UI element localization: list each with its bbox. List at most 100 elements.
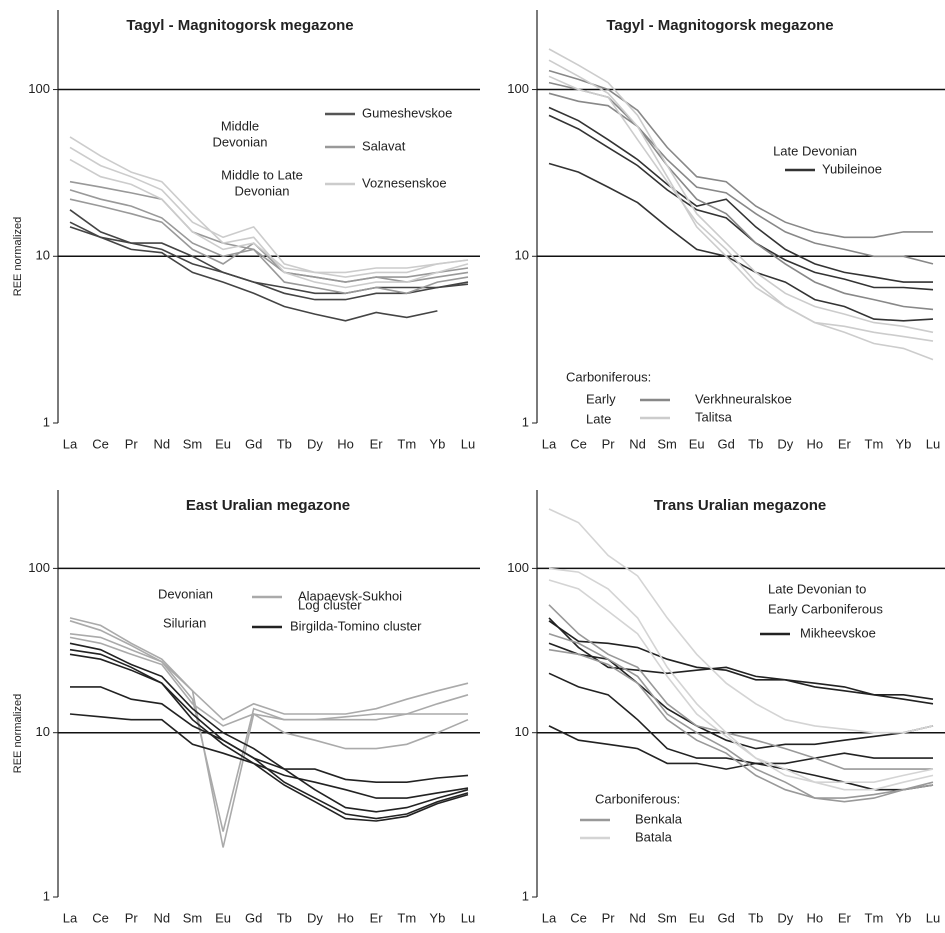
series-line	[69, 648, 469, 820]
annotation: Early	[586, 391, 616, 406]
annotation: Carboniferous:	[566, 369, 651, 384]
x-tick-label: Dy	[307, 910, 323, 925]
series-line	[548, 725, 933, 770]
annotation: Devonian	[158, 586, 213, 601]
y-tick-label: 10	[36, 724, 50, 739]
series-line	[69, 180, 469, 283]
legend-label: Batala	[635, 829, 673, 844]
annotation: Late Devonian to	[768, 581, 866, 596]
series-line	[548, 633, 934, 803]
legend-label: Mikheevskoe	[800, 625, 876, 640]
x-tick-label: Sm	[183, 436, 203, 451]
y-tick-label: 100	[28, 560, 50, 575]
annotation: Devonian	[213, 134, 268, 149]
y-axis-label: REE normalized	[12, 694, 24, 773]
x-tick-label: Gd	[245, 436, 262, 451]
x-tick-label: Ce	[92, 910, 109, 925]
series-line	[548, 579, 934, 783]
legend-label: Talitsa	[695, 409, 733, 424]
x-tick-label: Tm	[865, 436, 884, 451]
annotation: Middle	[221, 118, 259, 133]
series-line	[548, 604, 933, 770]
series-line	[548, 648, 934, 799]
x-tick-label: La	[63, 436, 78, 451]
x-tick-label: Dy	[777, 436, 793, 451]
series-line	[69, 189, 469, 295]
series-line	[69, 198, 469, 283]
y-tick-label: 1	[522, 888, 529, 903]
series-line	[548, 567, 934, 791]
annotation: Log cluster	[298, 597, 362, 612]
series-line	[548, 114, 934, 291]
series-line	[69, 620, 469, 721]
chart-title: East Uralian megazone	[186, 497, 350, 514]
x-tick-label: La	[542, 910, 557, 925]
series-line	[548, 75, 934, 342]
x-tick-label: Er	[370, 910, 384, 925]
y-axis-label: REE normalized	[12, 217, 24, 296]
x-tick-label: Sm	[657, 436, 677, 451]
legend-label: Salavat	[362, 138, 406, 153]
x-tick-label: Yb	[429, 910, 445, 925]
x-tick-label: Ce	[92, 436, 109, 451]
y-tick-label: 10	[36, 248, 50, 263]
series-line	[548, 162, 934, 322]
series-line	[69, 209, 469, 301]
legend-label: Alapaevsk-Sukhoi	[298, 588, 402, 603]
x-tick-label: Gd	[718, 910, 735, 925]
y-tick-label: 100	[507, 560, 529, 575]
x-tick-label: Gd	[718, 436, 735, 451]
x-tick-label: Tm	[865, 910, 884, 925]
annotation: Early Carboniferous	[768, 601, 883, 616]
series-line	[548, 106, 933, 283]
x-tick-label: Tm	[397, 910, 416, 925]
series-line	[548, 508, 934, 734]
series-line	[69, 653, 469, 822]
chart-title: Trans Uralian megazone	[654, 497, 827, 514]
x-tick-label: Er	[370, 436, 384, 451]
chart-title: Tagyl - Magnitogorsk megazone	[126, 17, 353, 34]
x-tick-label: Er	[838, 910, 852, 925]
series-line	[548, 672, 934, 791]
x-tick-label: Yb	[429, 436, 445, 451]
x-tick-label: Sm	[657, 910, 677, 925]
legend-label: Gumeshevskoe	[362, 105, 452, 120]
x-tick-label: La	[63, 910, 78, 925]
annotation: Late Devonian	[773, 143, 857, 158]
x-tick-label: Nd	[629, 910, 646, 925]
series-line	[69, 158, 469, 274]
x-tick-label: Nd	[154, 436, 171, 451]
y-tick-label: 10	[515, 724, 529, 739]
x-tick-label: Lu	[461, 910, 475, 925]
x-tick-label: Ho	[807, 910, 824, 925]
y-tick-label: 1	[522, 414, 529, 429]
series-line	[69, 226, 438, 322]
x-tick-label: Pr	[125, 436, 139, 451]
annotation: Devonian	[235, 183, 290, 198]
x-tick-label: Tm	[397, 436, 416, 451]
x-tick-label: Ho	[337, 910, 354, 925]
x-tick-label: Tb	[748, 910, 763, 925]
x-tick-label: Lu	[926, 436, 940, 451]
annotation: Carboniferous:	[595, 791, 680, 806]
legend-label: Verkhneuralskoe	[695, 391, 792, 406]
legend-label: Yubileinoe	[822, 161, 882, 176]
x-tick-label: Ho	[337, 436, 354, 451]
x-tick-label: Nd	[154, 910, 171, 925]
x-tick-label: Eu	[215, 436, 231, 451]
x-tick-label: Nd	[629, 436, 646, 451]
series-line	[69, 713, 469, 799]
x-tick-label: Yb	[896, 910, 912, 925]
x-tick-label: Eu	[689, 436, 705, 451]
series-line	[69, 146, 469, 278]
x-tick-label: Pr	[602, 436, 616, 451]
x-tick-label: Pr	[125, 910, 139, 925]
x-tick-label: Tb	[277, 910, 292, 925]
legend-label: Birgilda-Tomino cluster	[290, 618, 422, 633]
y-tick-label: 1	[43, 888, 50, 903]
x-tick-label: Tb	[277, 436, 292, 451]
series-line	[69, 617, 469, 848]
series-line	[69, 636, 469, 727]
chart-title: Tagyl - Magnitogorsk megazone	[606, 17, 833, 34]
